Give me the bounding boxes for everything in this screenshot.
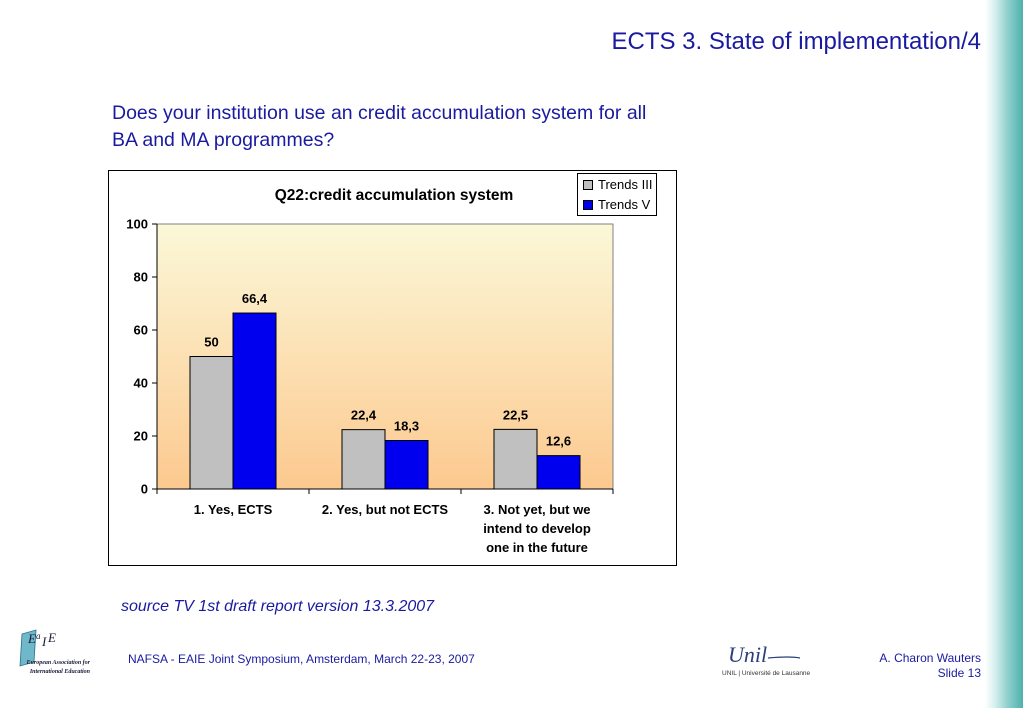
svg-text:Unil: Unil — [728, 642, 767, 667]
svg-text:E: E — [27, 631, 36, 646]
legend-swatch-trends-iii — [583, 179, 593, 190]
chart-legend: Trends III Trends V — [577, 173, 657, 216]
legend-item-trends-v: Trends V — [583, 196, 650, 214]
data-label: 22,4 — [351, 408, 377, 423]
svg-text:I: I — [41, 634, 47, 649]
data-label: 66,4 — [242, 291, 268, 306]
x-category-label: intend to develop — [483, 521, 591, 536]
source-note: source TV 1st draft report version 13.3.… — [121, 598, 435, 615]
data-label: 22,5 — [503, 407, 528, 422]
svg-text:E: E — [47, 630, 56, 645]
y-tick-label: 60 — [134, 323, 148, 338]
unil-subtitle: UNIL | Université de Lausanne — [722, 670, 811, 677]
slide-number: Slide 13 — [937, 666, 981, 680]
chart-container: Q22:credit accumulation system 0 20 40 60 80… — [108, 170, 677, 566]
bar-trends-v — [384, 440, 429, 490]
legend-item-trends-iii: Trends III — [583, 176, 652, 194]
bar-trends-iii — [493, 428, 538, 490]
chart-title: Q22:credit accumulation system — [275, 187, 514, 204]
decorative-side-band — [985, 0, 1023, 708]
y-tick-label: 20 — [134, 429, 148, 444]
bar-trends-v — [232, 312, 277, 490]
legend-swatch-trends-v — [583, 199, 593, 210]
eaie-name: European Association for International E… — [26, 660, 90, 675]
slide-title: ECTS 3. State of implementation/4 — [611, 28, 981, 55]
x-category-label: 1. Yes, ECTS — [194, 502, 273, 517]
y-tick-label: 0 — [141, 482, 148, 497]
x-category-label: 2. Yes, but not ECTS — [322, 502, 449, 517]
author-name: A. Charon Wauters — [879, 651, 981, 665]
footer-event: NAFSA - EAIE Joint Symposium, Amsterdam,… — [128, 652, 475, 666]
bar-trends-v — [536, 455, 581, 490]
bar-chart: Q22:credit accumulation system 0 20 40 60 80… — [126, 187, 614, 555]
x-category-label: one in the future — [486, 540, 588, 555]
unil-logo-mark: Unil — [728, 642, 801, 667]
x-category-label: 3. Not yet, but we — [484, 502, 591, 517]
survey-question: Does your institution use an credit accu… — [112, 102, 647, 151]
legend-label: Trends III — [598, 177, 653, 192]
y-tick-label: 80 — [134, 270, 148, 285]
footer-credits: A. Charon Wauters Slide 13 — [879, 651, 981, 681]
data-label: 50 — [204, 335, 218, 350]
bar-trends-iii — [341, 429, 386, 490]
data-label: 12,6 — [546, 434, 571, 449]
data-label: 18,3 — [394, 419, 419, 434]
y-tick-label: 100 — [126, 217, 148, 232]
legend-label: Trends V — [598, 197, 651, 212]
eaie-logo-mark: E a I E — [19, 629, 56, 667]
svg-text:a: a — [36, 631, 41, 641]
bar-trends-iii — [189, 356, 234, 490]
y-tick-label: 40 — [134, 376, 148, 391]
